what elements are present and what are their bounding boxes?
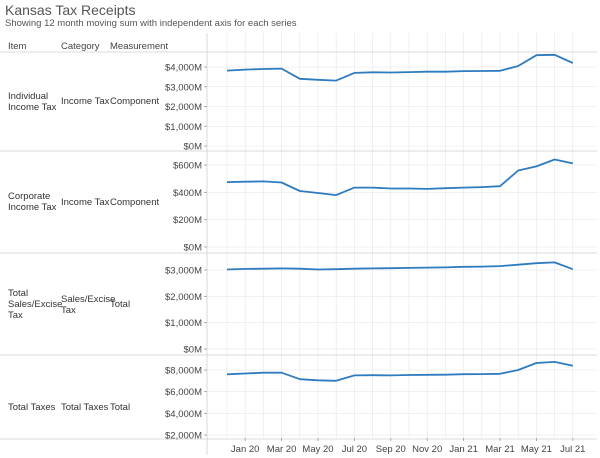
series-line bbox=[226, 53, 574, 82]
row-1-item-line-1: Income Tax bbox=[8, 202, 57, 213]
column-header-item: Item bbox=[8, 41, 27, 52]
row-3-item-line-0: Total Taxes bbox=[8, 402, 56, 413]
row-2-measurement-label: Total bbox=[110, 299, 131, 310]
x-tick-label: Jan 20 bbox=[231, 444, 260, 455]
y-tick-label: $200M bbox=[173, 215, 202, 226]
y-tick-label: $3,000M bbox=[165, 82, 202, 93]
row-2-item-line-2: Tax bbox=[8, 310, 23, 321]
x-tick-label: May 21 bbox=[521, 444, 552, 455]
row-2-item-line-0: Total bbox=[8, 288, 29, 299]
y-tick-label: $2,000M bbox=[165, 431, 202, 442]
row-0-item-line-1: Income Tax bbox=[8, 102, 57, 113]
row-1-measurement-label: Component bbox=[110, 197, 160, 208]
y-tick-label: $0M bbox=[184, 243, 203, 254]
y-tick-label: $6,000M bbox=[165, 387, 202, 398]
y-tick-label: $1,000M bbox=[165, 318, 202, 329]
chart-subtitle: Showing 12 month moving sum with indepen… bbox=[5, 18, 297, 29]
y-tick-label: $2,000M bbox=[165, 102, 202, 113]
row-1-item-label: Corporate Income Tax bbox=[8, 191, 56, 213]
row-2-item-line-1: Sales/Excise bbox=[8, 299, 63, 310]
y-tick-label: $0M bbox=[184, 345, 203, 356]
x-tick-label: Jan 21 bbox=[449, 444, 478, 455]
row-2-item-label: Total Sales/Excise Tax bbox=[8, 288, 62, 321]
series-line bbox=[226, 261, 574, 271]
row-3-category-line-0: Total Taxes bbox=[61, 402, 109, 413]
column-header-category: Category bbox=[61, 41, 100, 52]
row-1-category-label: Income Tax bbox=[61, 197, 109, 208]
y-tick-label: $4,000M bbox=[165, 63, 202, 74]
chart-title: Kansas Tax Receipts bbox=[5, 2, 136, 18]
y-tick-label: $600M bbox=[173, 161, 202, 172]
row-3-measurement-label: Total bbox=[110, 402, 131, 413]
y-tick-label: $2,000M bbox=[165, 292, 202, 303]
row-3-category-label: Total Taxes bbox=[61, 402, 108, 413]
row-0-item-line-0: Individual bbox=[8, 91, 49, 102]
row-1-item-line-0: Corporate bbox=[8, 191, 51, 202]
y-tick-label: $400M bbox=[173, 188, 202, 199]
series-line bbox=[226, 361, 573, 382]
x-tick-label: Nov 20 bbox=[412, 444, 442, 455]
x-tick-label: Mar 20 bbox=[267, 444, 297, 455]
series-line bbox=[226, 158, 573, 196]
x-tick-label: Jul 20 bbox=[342, 444, 367, 455]
row-2-category-label: Sales/Excise Tax bbox=[61, 294, 115, 316]
row-0-category-label: Income Tax bbox=[61, 96, 109, 107]
column-header-measurement: Measurement bbox=[110, 41, 169, 52]
row-0-category-line-0: Income Tax bbox=[61, 96, 110, 107]
y-tick-label: $0M bbox=[184, 142, 203, 153]
row-3-item-label: Total Taxes bbox=[8, 402, 55, 413]
x-tick-label: May 20 bbox=[302, 444, 333, 455]
row-0-item-label: Individual Income Tax bbox=[8, 91, 56, 113]
y-tick-label: $3,000M bbox=[165, 266, 202, 277]
row-1-category-line-0: Income Tax bbox=[61, 197, 110, 208]
x-tick-label: Mar 21 bbox=[485, 444, 515, 455]
y-tick-label: $4,000M bbox=[165, 409, 202, 420]
x-tick-label: Sep 20 bbox=[376, 444, 406, 455]
row-2-category-line-1: Tax bbox=[61, 305, 76, 316]
x-tick-label: Jul 21 bbox=[560, 444, 585, 455]
y-tick-label: $1,000M bbox=[165, 122, 202, 133]
row-2-category-line-0: Sales/Excise bbox=[61, 294, 116, 305]
y-tick-label: $8,000M bbox=[165, 366, 202, 377]
row-0-measurement-label: Component bbox=[110, 96, 160, 107]
